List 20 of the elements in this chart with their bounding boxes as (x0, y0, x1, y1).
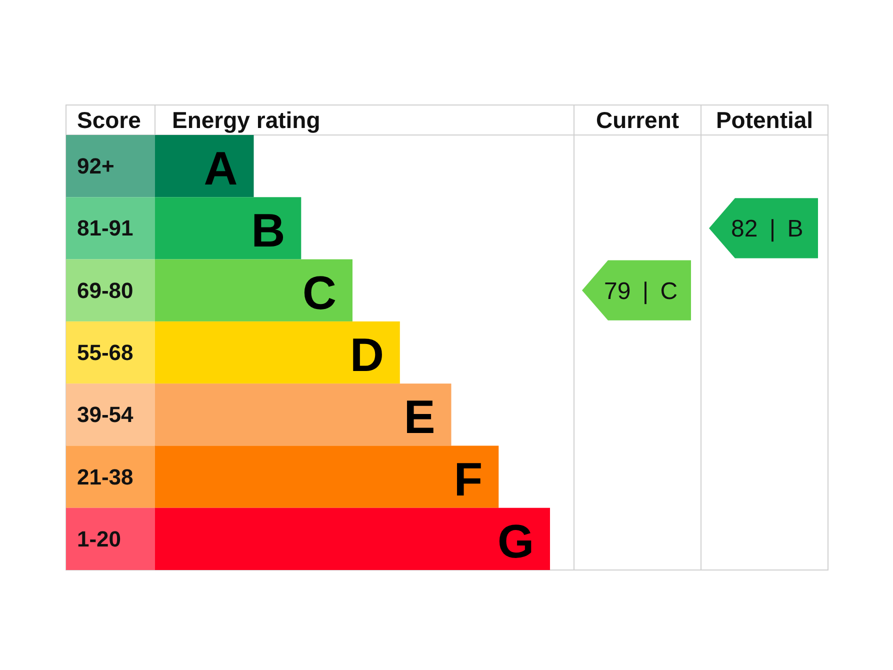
x-axis-title: Energy rating (172, 107, 320, 133)
annotation: G (497, 514, 534, 568)
annotation: F (454, 452, 483, 506)
annotation: D (350, 328, 384, 381)
y-tick-label: 81-91 (77, 216, 134, 241)
text: Current (596, 107, 680, 133)
y-tick-label: 21-38 (77, 464, 134, 490)
y-tick-label: 1-20 (77, 526, 122, 552)
y-axis-title: Score (77, 107, 141, 133)
y-tick-label: 55-68 (77, 340, 134, 365)
y-tick-label: 69-80 (77, 278, 134, 303)
text: Potential (716, 107, 814, 133)
text: 79 | C (604, 278, 678, 305)
annotation: C (302, 266, 336, 319)
y-tick-label: 92+ (77, 154, 114, 179)
annotation: B (251, 204, 286, 257)
annotation: E (404, 390, 436, 444)
y-tick-label: 39-54 (77, 402, 134, 428)
text: 82 | B (731, 216, 804, 243)
annotation: A (204, 142, 238, 195)
